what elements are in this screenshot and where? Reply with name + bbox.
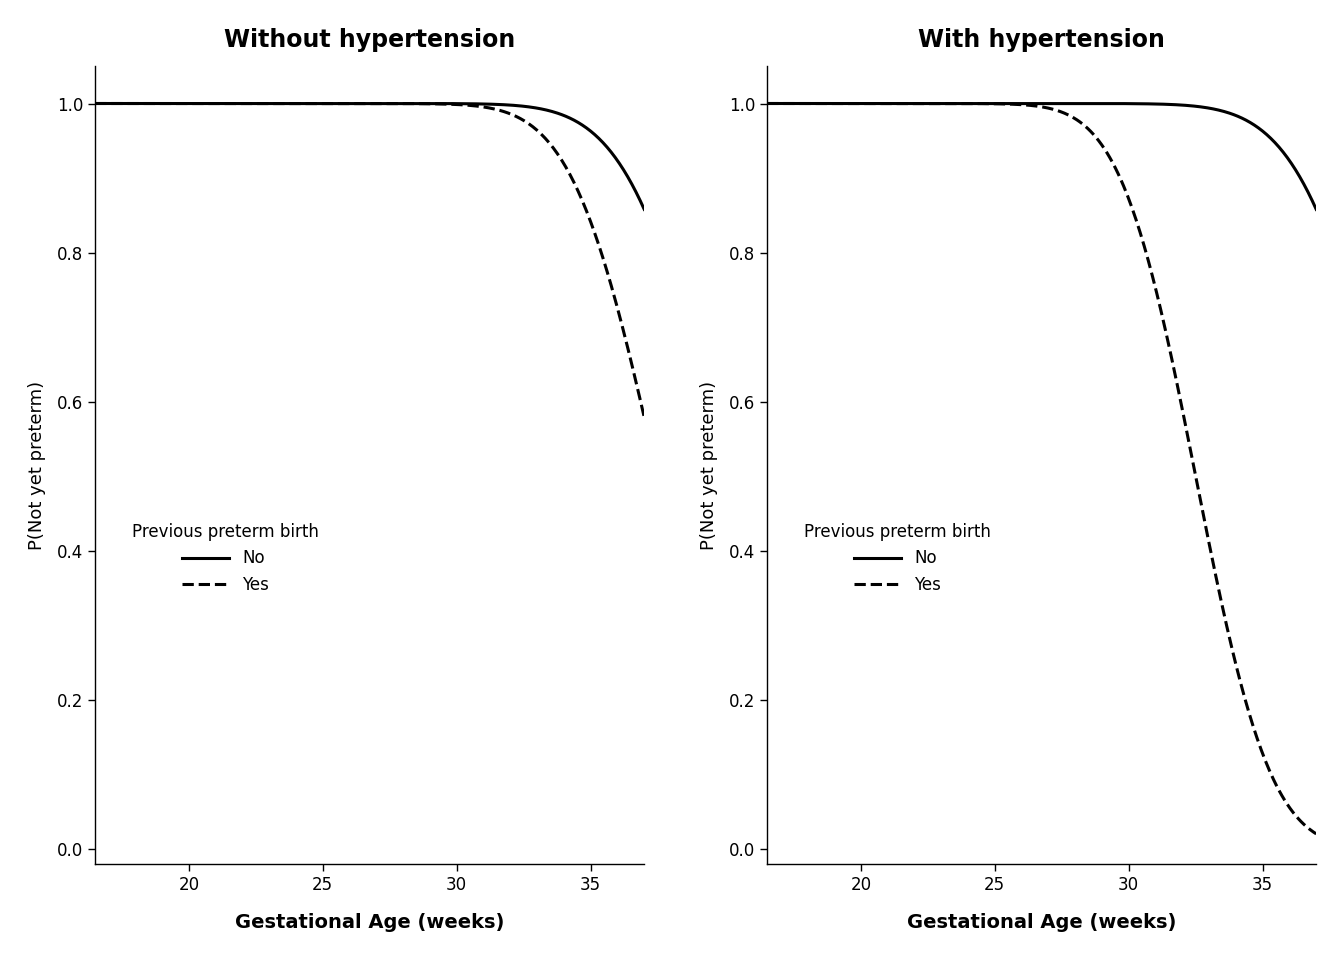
Y-axis label: P(Not yet preterm): P(Not yet preterm)	[28, 380, 46, 550]
Title: With hypertension: With hypertension	[918, 28, 1165, 52]
Legend: No, Yes: No, Yes	[797, 516, 997, 600]
X-axis label: Gestational Age (weeks): Gestational Age (weeks)	[235, 913, 504, 932]
X-axis label: Gestational Age (weeks): Gestational Age (weeks)	[907, 913, 1176, 932]
Title: Without hypertension: Without hypertension	[224, 28, 515, 52]
Y-axis label: P(Not yet preterm): P(Not yet preterm)	[700, 380, 718, 550]
Legend: No, Yes: No, Yes	[125, 516, 325, 600]
